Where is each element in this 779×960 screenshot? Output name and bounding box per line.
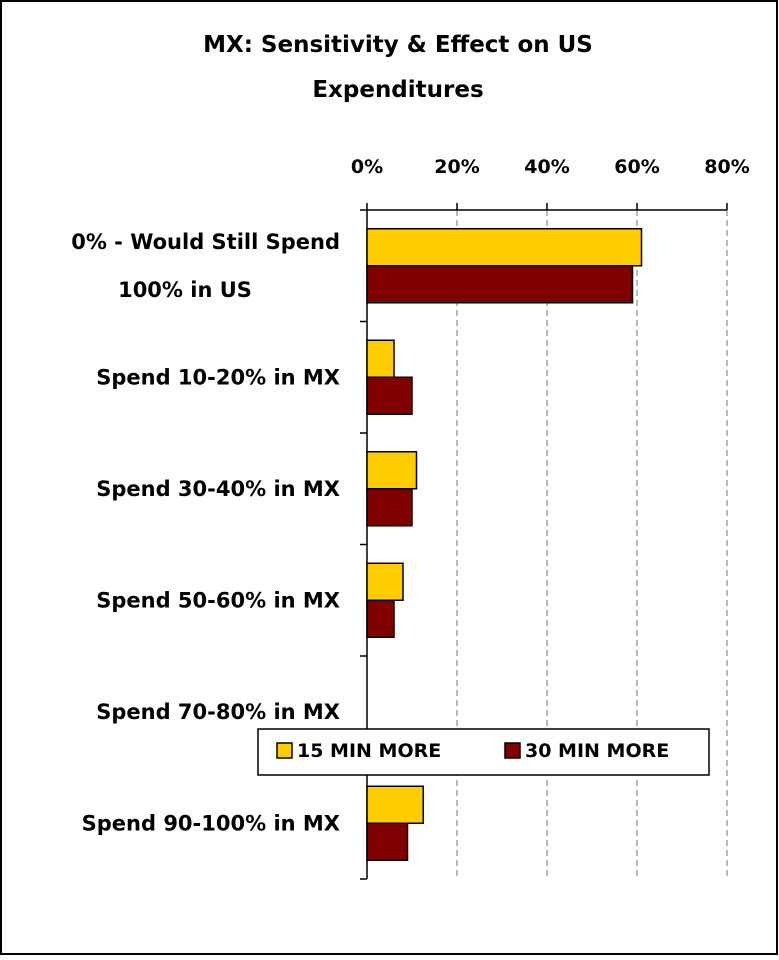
bar-15-min-more-0	[366, 228, 643, 267]
bar-30-min-more-3	[366, 599, 395, 638]
bar-30-min-more-2	[366, 488, 413, 527]
bar-15-min-more-1	[366, 339, 395, 378]
category-label-2-line-0: Spend 30-40% in MX	[96, 477, 340, 501]
category-label-0-line-0: 0% - Would Still Spend	[71, 230, 340, 254]
legend-label-15-min-more: 15 MIN MORE	[297, 740, 441, 762]
category-label-3-line-0: Spend 50-60% in MX	[96, 588, 340, 612]
bar-30-min-more-0	[366, 265, 634, 304]
legend: 15 MIN MORE 30 MIN MORE	[257, 728, 710, 776]
category-label-0-line-1: 100% in US	[118, 278, 252, 302]
chart-title-line-1: MX: Sensitivity & Effect on US	[203, 32, 593, 58]
category-label-1-line-0: Spend 10-20% in MX	[96, 365, 340, 389]
x-tick-label-1: 20%	[434, 156, 479, 178]
legend-label-30-min-more: 30 MIN MORE	[525, 740, 669, 762]
x-tick-label-4: 80%	[704, 156, 749, 178]
bar-30-min-more-5	[366, 822, 409, 861]
legend-box	[257, 728, 710, 776]
category-label-4-line-0: Spend 70-80% in MX	[96, 700, 340, 724]
chart-title-line-2: Expenditures	[312, 77, 483, 103]
plot-area: 0% 20% 40% 60% 80% 0% - Would Still Spend 100%…	[71, 156, 750, 880]
bar-30-min-more-1	[366, 376, 413, 415]
legend-swatch-30-min-more	[504, 742, 521, 759]
legend-swatch-15-min-more	[276, 742, 293, 759]
bar-15-min-more-5	[366, 785, 424, 824]
bar-15-min-more-3	[366, 562, 404, 601]
x-tick-label-2: 40%	[524, 156, 569, 178]
category-label-5-line-0: Spend 90-100% in MX	[82, 811, 340, 835]
bar-15-min-more-2	[366, 451, 418, 490]
x-tick-label-3: 60%	[614, 156, 659, 178]
x-tick-label-0: 0%	[351, 156, 383, 178]
